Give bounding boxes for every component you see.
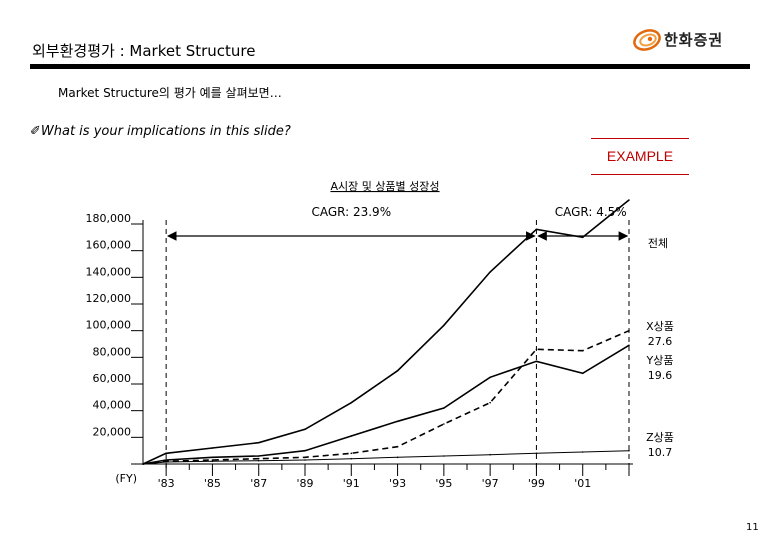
x-tick-label: '95 [435, 477, 452, 490]
series-point-4 [211, 460, 214, 463]
series-name-label: X상품 [646, 320, 674, 333]
series-point-2 [489, 401, 491, 404]
series-point-4 [628, 449, 630, 452]
series-point-3 [304, 449, 306, 452]
series-point-1 [443, 324, 445, 327]
series-line-1 [142, 199, 630, 465]
series-point-3 [535, 360, 538, 363]
implication-question: ✐What is your implications in this slide… [30, 124, 291, 139]
series-point-1 [165, 452, 167, 455]
y-tick-label: 100,000 [86, 319, 132, 332]
series-line-3 [142, 344, 630, 465]
x-axis-label: (FY) [115, 472, 137, 485]
series-point-2 [257, 457, 260, 460]
series-point-1 [350, 401, 353, 404]
series-point-1 [628, 199, 630, 201]
series-point-4 [489, 453, 491, 456]
y-tick-label: 140,000 [86, 265, 132, 278]
company-logo-text: 한화증권 [664, 31, 724, 49]
series-point-2 [396, 445, 399, 448]
series-point-4 [142, 463, 144, 465]
x-tick-label: '89 [296, 477, 313, 490]
series-point-4 [535, 452, 538, 455]
series-point-2 [350, 452, 353, 455]
y-tick-label: 160,000 [86, 239, 132, 252]
y-tick-label: 20,000 [93, 425, 132, 438]
example-rule-bottom [591, 174, 689, 175]
series-point-2 [443, 423, 445, 425]
series-point-1 [211, 447, 214, 449]
x-tick-label: '93 [389, 477, 406, 490]
y-tick-label: 80,000 [93, 345, 132, 358]
series-name-label: 전체 [648, 237, 668, 250]
series-point-3 [257, 455, 260, 457]
chart-title: A시장 및 상품별 성장성 [330, 180, 439, 193]
x-tick-label: '97 [482, 477, 499, 490]
x-tick-label: '91 [343, 477, 360, 490]
series-point-1 [535, 228, 538, 231]
y-tick-label: 60,000 [93, 372, 132, 385]
series-point-1 [489, 271, 491, 273]
series-point-2 [628, 329, 630, 332]
series-point-4 [165, 461, 167, 463]
subtitle: Market Structure의 평가 예를 살펴보면… [58, 86, 282, 100]
series-point-4 [350, 457, 353, 460]
cagr-label: CAGR: 4.5% [555, 205, 627, 219]
example-rule-top [591, 138, 689, 139]
series-line-2 [142, 329, 630, 465]
series-point-4 [396, 456, 399, 459]
series-point-2 [211, 459, 214, 461]
example-label: EXAMPLE [606, 148, 674, 164]
series-point-1 [581, 236, 584, 239]
y-tick-label: 120,000 [86, 292, 132, 305]
series-point-2 [304, 456, 306, 459]
series-point-3 [581, 372, 584, 375]
series-point-3 [350, 435, 353, 437]
series-point-3 [489, 376, 491, 379]
x-tick-label: '01 [574, 477, 591, 490]
series-point-3 [628, 344, 630, 347]
series-point-2 [581, 349, 584, 352]
series-point-4 [257, 459, 260, 462]
series-point-3 [443, 407, 445, 409]
series-point-3 [165, 459, 167, 461]
hanwha-logo-icon [633, 29, 661, 51]
series-point-1 [396, 369, 399, 372]
title-divider [30, 64, 750, 69]
series-name-label: Y상품 [646, 354, 674, 367]
series-point-3 [211, 456, 214, 459]
series-value-label: 27.6 [648, 335, 673, 348]
y-tick-label: 40,000 [93, 399, 132, 412]
x-tick-label: '85 [204, 477, 221, 490]
series-point-2 [535, 348, 538, 351]
page-number: 11 [746, 522, 759, 533]
series-point-4 [304, 459, 306, 461]
series-point-4 [443, 455, 445, 457]
series-point-1 [257, 441, 260, 444]
y-tick-label: 180,000 [86, 212, 132, 225]
series-point-3 [396, 420, 399, 423]
series-point-4 [581, 451, 584, 453]
series-value-label: 19.6 [648, 369, 673, 382]
series-value-label: 10.7 [648, 446, 673, 459]
series-name-label: Z상품 [646, 431, 674, 444]
series-line-4 [142, 450, 630, 465]
x-tick-label: '99 [528, 477, 545, 490]
x-tick-label: '87 [250, 477, 267, 490]
cagr-label: CAGR: 23.9% [311, 205, 391, 219]
page-title: 외부환경평가 : Market Structure [32, 42, 256, 60]
x-tick-label: '83 [158, 477, 175, 490]
series-point-1 [304, 428, 306, 431]
